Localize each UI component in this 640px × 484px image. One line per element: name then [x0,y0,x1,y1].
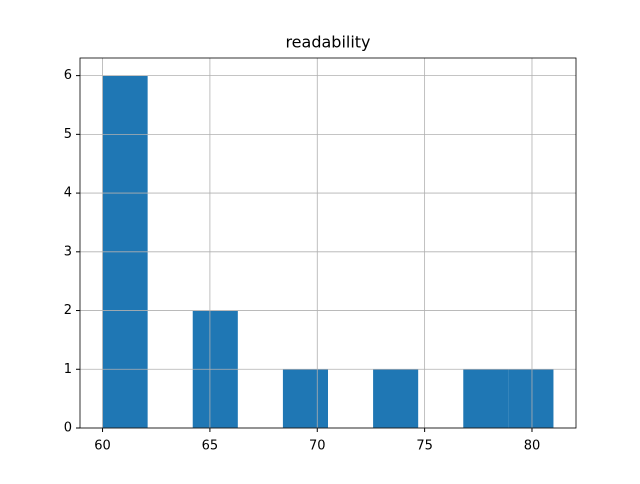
y-tick-label: 4 [64,186,72,201]
plot-frame [79,57,577,429]
bar [282,369,328,428]
x-tick-label: 70 [309,439,326,454]
y-tick-label: 0 [64,421,72,436]
y-tick-label: 5 [64,127,72,142]
y-tick-label: 1 [64,362,72,377]
bar [508,369,554,428]
x-tick-label: 65 [202,439,219,454]
y-tick-label: 3 [64,244,72,259]
x-tick-label: 60 [94,439,111,454]
chart-title: readability [285,33,370,52]
x-tick-label: 80 [524,439,541,454]
bar [463,369,509,428]
x-tick-label: 75 [416,439,433,454]
y-tick-label: 6 [64,68,72,83]
bar [373,369,419,428]
y-tick-label: 2 [64,303,72,318]
